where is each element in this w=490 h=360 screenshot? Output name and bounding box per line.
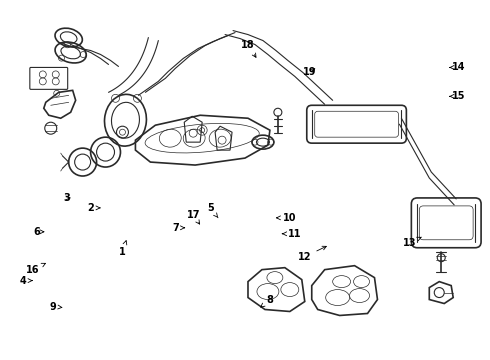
Text: 16: 16 bbox=[26, 263, 46, 275]
Text: 17: 17 bbox=[187, 210, 200, 224]
Text: 13: 13 bbox=[403, 237, 421, 248]
Text: 5: 5 bbox=[207, 203, 218, 218]
Text: 2: 2 bbox=[87, 203, 100, 213]
Text: 4: 4 bbox=[20, 276, 32, 285]
Text: 15: 15 bbox=[450, 91, 466, 101]
Text: 3: 3 bbox=[63, 193, 70, 203]
Text: 9: 9 bbox=[49, 302, 62, 311]
Text: 12: 12 bbox=[298, 246, 326, 262]
Text: 19: 19 bbox=[303, 67, 317, 77]
Text: 11: 11 bbox=[282, 229, 301, 239]
Text: 1: 1 bbox=[119, 240, 127, 257]
Text: 8: 8 bbox=[261, 294, 273, 307]
Text: 14: 14 bbox=[450, 62, 466, 72]
Text: 10: 10 bbox=[276, 213, 296, 223]
Text: 18: 18 bbox=[241, 40, 256, 57]
Text: 7: 7 bbox=[172, 223, 185, 233]
Text: 6: 6 bbox=[33, 227, 44, 237]
